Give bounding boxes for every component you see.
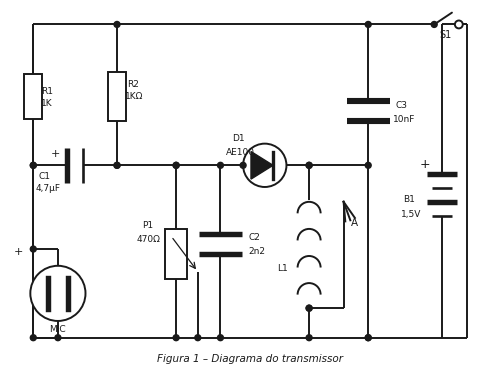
Text: 1,5V: 1,5V — [400, 210, 421, 219]
Circle shape — [455, 20, 463, 28]
Text: 470Ω: 470Ω — [136, 235, 160, 244]
Text: P1: P1 — [142, 221, 153, 231]
Text: +: + — [52, 148, 60, 158]
Text: 1KΩ: 1KΩ — [125, 92, 144, 102]
Text: C1: C1 — [38, 172, 50, 181]
Text: R1: R1 — [41, 87, 53, 96]
Text: R2: R2 — [127, 80, 138, 89]
Circle shape — [366, 162, 371, 168]
Circle shape — [366, 335, 371, 341]
Circle shape — [306, 305, 312, 311]
Circle shape — [173, 162, 179, 168]
Circle shape — [30, 266, 86, 321]
Bar — [108, 72, 126, 121]
Circle shape — [30, 246, 36, 252]
Bar — [24, 74, 42, 119]
Polygon shape — [251, 151, 273, 179]
Text: 1K: 1K — [41, 99, 53, 108]
Circle shape — [173, 162, 179, 168]
Text: C3: C3 — [396, 101, 408, 110]
Text: +: + — [420, 158, 430, 171]
Circle shape — [195, 335, 200, 341]
Text: 2n2: 2n2 — [248, 247, 265, 256]
Text: 4,7μF: 4,7μF — [36, 184, 60, 193]
Text: AE100: AE100 — [226, 148, 256, 157]
Circle shape — [55, 335, 61, 341]
Text: C2: C2 — [248, 233, 260, 242]
Circle shape — [306, 162, 312, 168]
Circle shape — [218, 335, 224, 341]
Circle shape — [114, 162, 120, 168]
Circle shape — [306, 162, 312, 168]
Circle shape — [218, 162, 224, 168]
Circle shape — [30, 162, 36, 168]
Text: D1: D1 — [232, 134, 245, 143]
Circle shape — [30, 335, 36, 341]
Circle shape — [114, 162, 120, 168]
Circle shape — [306, 335, 312, 341]
Circle shape — [173, 335, 179, 341]
Circle shape — [366, 335, 371, 341]
Text: L1: L1 — [278, 264, 288, 273]
Circle shape — [30, 162, 36, 168]
Circle shape — [432, 22, 437, 28]
Circle shape — [243, 144, 286, 187]
Text: 10nF: 10nF — [393, 115, 415, 124]
Text: S1: S1 — [439, 31, 452, 40]
Circle shape — [366, 22, 371, 28]
Text: B1: B1 — [402, 195, 414, 204]
Bar — [166, 230, 187, 279]
Circle shape — [306, 305, 312, 311]
Circle shape — [240, 162, 246, 168]
Circle shape — [114, 22, 120, 28]
Text: A: A — [350, 218, 358, 228]
Text: +: + — [14, 247, 23, 257]
Text: Figura 1 – Diagrama do transmissor: Figura 1 – Diagrama do transmissor — [157, 355, 343, 365]
Text: MIC: MIC — [50, 325, 66, 334]
